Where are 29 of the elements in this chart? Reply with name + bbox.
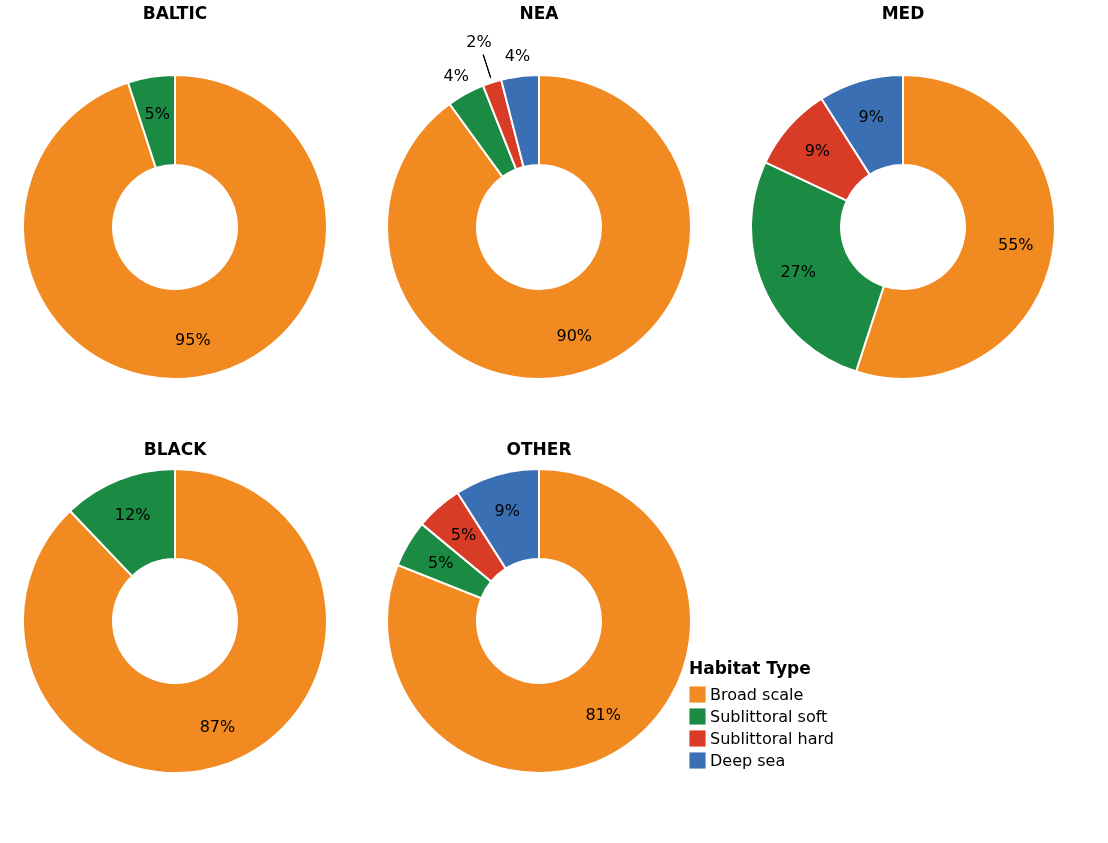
data-label: 27% bbox=[780, 262, 816, 282]
data-label: 5% bbox=[450, 525, 477, 545]
donut-slice bbox=[22, 468, 328, 774]
legend-title: Habitat Type bbox=[689, 658, 811, 678]
data-label: 9% bbox=[804, 141, 831, 161]
data-label: 55% bbox=[998, 234, 1034, 254]
data-label: 95% bbox=[175, 329, 211, 349]
chart-title: BLACK bbox=[143, 439, 208, 459]
chart-title: BALTIC bbox=[142, 3, 208, 23]
chart-title: NEA bbox=[519, 3, 560, 23]
chart-title: MED bbox=[881, 3, 925, 23]
legend-label: Sublittoral soft bbox=[710, 706, 828, 726]
data-label: 4% bbox=[504, 46, 531, 66]
chart-title: OTHER bbox=[506, 439, 572, 459]
data-label: 90% bbox=[556, 325, 593, 345]
data-label: 2% bbox=[466, 32, 492, 52]
legend-label: Deep sea bbox=[710, 750, 786, 770]
data-label: 4% bbox=[443, 66, 469, 86]
data-label: 81% bbox=[585, 705, 621, 725]
data-label: 5% bbox=[428, 552, 454, 572]
donut-slice bbox=[386, 468, 692, 774]
data-label: 12% bbox=[114, 504, 151, 524]
data-label: 5% bbox=[144, 104, 170, 124]
data-label: 87% bbox=[199, 717, 236, 737]
legend-label: Broad scale bbox=[710, 684, 804, 704]
legend-label: Sublittoral hard bbox=[710, 728, 834, 748]
donut-slice bbox=[22, 74, 328, 380]
data-label: 9% bbox=[858, 107, 884, 127]
data-label: 9% bbox=[494, 501, 520, 521]
